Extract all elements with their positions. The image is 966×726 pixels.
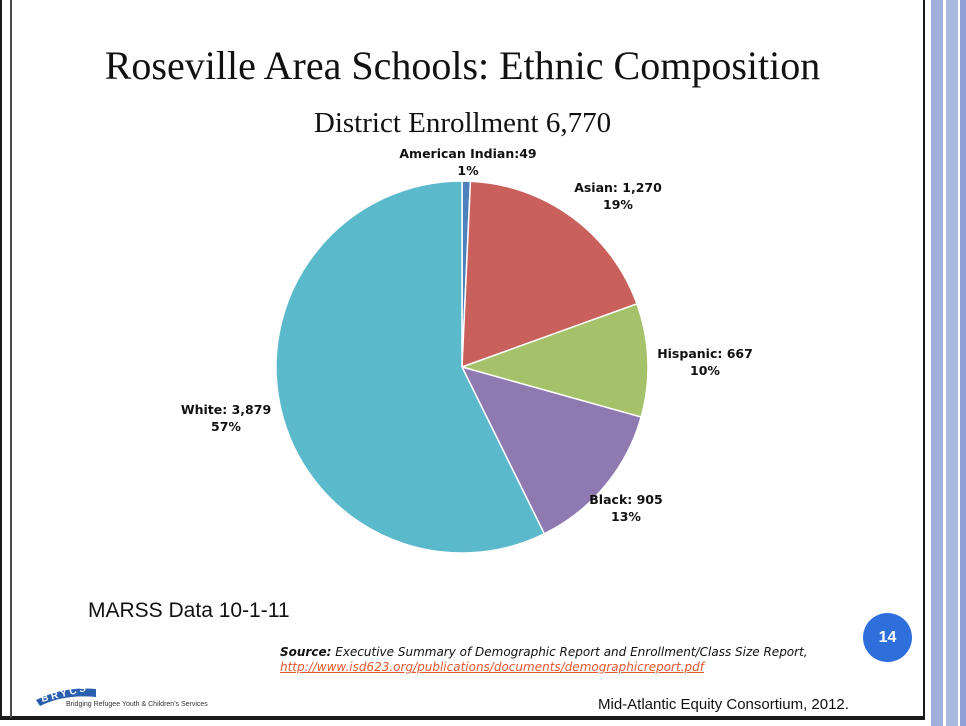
brycs-logo: B R Y C S — [36, 683, 96, 706]
chart-subtitle: District Enrollment 6,770 — [313, 107, 612, 139]
pie-chart — [275, 180, 649, 554]
footer-credit: Mid-Atlantic Equity Consortium, 2012. — [598, 696, 849, 713]
data-label-american-indian: American Indian:49 1% — [399, 146, 537, 178]
pie-slice-asian — [461, 180, 638, 369]
slide-bottom-rule — [0, 718, 925, 726]
pie-slice-hispanic — [459, 302, 649, 418]
marss-data-note: MARSS Data 10-1-11 — [88, 599, 290, 622]
slide-left-rule — [10, 0, 12, 718]
chart-title: Roseville Area Schools: Ethnic Compositi… — [104, 43, 821, 88]
source-text: Executive Summary of Demographic Report … — [335, 645, 808, 659]
data-label-asian: Asian: 1,270 19% — [574, 180, 662, 212]
source-label: Source: — [280, 645, 332, 659]
data-label-black: Black: 905 13% — [589, 492, 663, 524]
right-decorative-rail — [925, 0, 966, 726]
data-label-hispanic: Hispanic: 667 10% — [657, 346, 753, 378]
pie-slice-white — [275, 180, 546, 554]
source-link[interactable]: http://www.isd623.org/publications/docum… — [280, 660, 704, 674]
data-label-white: White: 3,879 57% — [180, 402, 272, 434]
logo-caption: Bridging Refugee Youth & Children's Serv… — [66, 701, 208, 708]
page-number-badge: 14 — [863, 613, 912, 662]
pie-slice-black — [460, 365, 643, 535]
source-citation: Source: Executive Summary of Demographic… — [280, 645, 840, 675]
